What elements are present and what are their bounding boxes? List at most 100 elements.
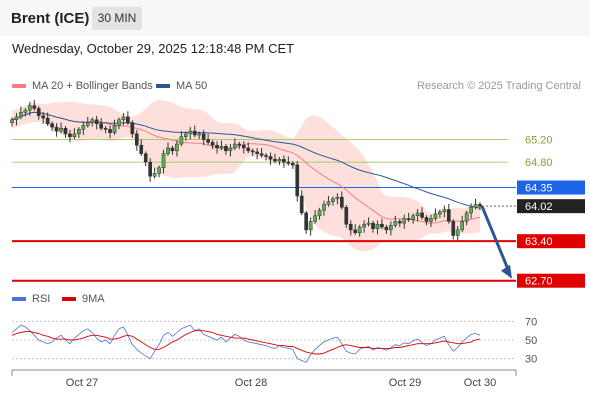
ma50-line <box>11 111 481 209</box>
candle-body <box>50 123 54 128</box>
candle-body <box>375 223 380 230</box>
ma50-label: MA 50 <box>176 80 208 92</box>
candle-body <box>455 229 460 236</box>
candle-body <box>81 125 86 130</box>
candle-body <box>397 221 402 224</box>
candle-body <box>268 156 273 160</box>
candle-body <box>299 195 304 214</box>
ma9-swatch <box>62 297 76 301</box>
candle-body <box>157 167 161 174</box>
candle-body <box>393 221 398 226</box>
candle-body <box>250 150 255 153</box>
candle-body <box>68 133 72 137</box>
credit-text: Research © 2025 Trading Central <box>416 80 581 92</box>
candle-body <box>112 125 117 134</box>
candle-body <box>179 136 184 145</box>
x-tick-label: Oct 28 <box>235 377 267 389</box>
legend-ma20: MA 20 + Bollinger Bands <box>12 80 153 92</box>
candle-body <box>143 153 148 163</box>
level-label: 65.20 <box>525 135 553 147</box>
candle-body <box>27 105 32 111</box>
instrument-title: Brent (ICE) <box>11 10 90 27</box>
level-tag <box>517 234 585 249</box>
candle-body <box>201 133 206 140</box>
candle-body <box>210 142 215 146</box>
ma20-label: MA 20 + Bollinger Bands <box>32 80 153 92</box>
rsi-ma-line <box>11 330 481 355</box>
candle-body <box>313 215 317 222</box>
candle-body <box>126 116 130 123</box>
bollinger-band <box>12 100 480 252</box>
candle-body <box>246 147 251 152</box>
candle-body <box>14 116 19 121</box>
rsi-tick-label: 30 <box>525 354 537 366</box>
header-bar: Brent (ICE) 30 MIN <box>0 0 590 36</box>
rsi-label: RSI <box>32 293 51 305</box>
rsi-tick-label: 50 <box>525 335 537 347</box>
candle-body <box>406 218 411 220</box>
candle-body <box>335 196 340 200</box>
candle-body <box>366 222 371 225</box>
x-tick-label: Oct 27 <box>66 377 98 389</box>
candle-body <box>130 122 135 135</box>
candle-body <box>36 108 41 117</box>
candle-body <box>72 133 77 137</box>
candle-body <box>188 130 193 135</box>
level-tag <box>517 180 585 195</box>
legend-9ma: 9MA <box>62 293 105 305</box>
candle-body <box>304 212 309 231</box>
candle-body <box>415 212 420 217</box>
candle-body <box>442 209 447 213</box>
candle-body <box>170 147 175 152</box>
candle-body <box>322 204 326 211</box>
candle-body <box>215 144 219 149</box>
legend-ma50: MA 50 <box>156 80 207 92</box>
candle-body <box>286 161 291 164</box>
forecast-arrowhead <box>501 264 512 279</box>
candle-body <box>108 129 112 134</box>
candle-body <box>389 225 393 231</box>
level-label: 62.70 <box>525 276 553 288</box>
candle-body <box>85 122 90 126</box>
candle-body <box>438 211 442 215</box>
candle-body <box>206 139 210 143</box>
candle-body <box>152 173 157 177</box>
level-tag <box>517 273 585 288</box>
candle-body <box>54 126 59 132</box>
rsi-swatch <box>12 297 26 301</box>
candle-body <box>339 196 344 208</box>
legend-rsi: RSI <box>12 293 50 305</box>
candle-body <box>259 153 264 156</box>
candle-body <box>241 144 246 149</box>
level-label: 64.35 <box>525 183 553 195</box>
candle-body <box>19 112 23 118</box>
candle-body <box>121 116 126 121</box>
rsi-tick-label: 70 <box>525 316 537 328</box>
candle-body <box>277 159 282 162</box>
candle-body <box>134 133 139 146</box>
candle-body <box>429 218 433 222</box>
candle-body <box>282 159 286 163</box>
timeframe-button[interactable]: 30 MIN <box>92 7 142 30</box>
candle-body <box>103 127 108 130</box>
candle-body <box>264 155 268 157</box>
candle-body <box>45 117 50 124</box>
candle-body <box>32 105 37 109</box>
candle-body <box>469 207 473 214</box>
candle-body <box>99 123 103 129</box>
ma20-swatch <box>12 84 26 88</box>
candle-body <box>357 226 362 233</box>
candle-body <box>348 223 353 231</box>
candle-body <box>433 213 438 219</box>
x-tick-label: Oct 29 <box>389 377 421 389</box>
candle-body <box>237 143 242 146</box>
candle-body <box>233 143 237 149</box>
candle-body <box>117 119 121 126</box>
candle-body <box>473 204 478 208</box>
candle-body <box>228 147 233 152</box>
candle-body <box>308 221 313 231</box>
candle-body <box>224 146 228 152</box>
candle-body <box>219 146 224 149</box>
candle-body <box>63 127 68 135</box>
